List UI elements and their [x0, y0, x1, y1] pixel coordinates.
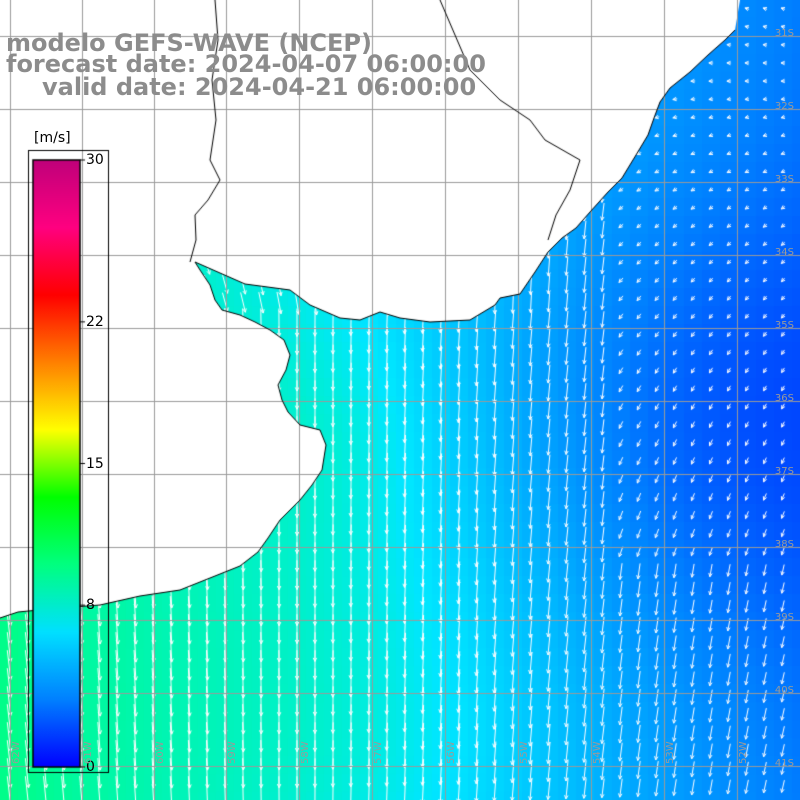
lat-label: 41S: [774, 758, 794, 769]
lon-label: 55W: [519, 741, 530, 764]
lon-label: 61W: [83, 741, 94, 764]
colorbar-tick-label: 22: [86, 313, 104, 330]
valid-date: valid date: 2024-04-21 06:00:00: [42, 73, 477, 101]
lon-label: 52W: [738, 741, 749, 764]
lon-label: 60W: [155, 741, 166, 764]
colorbar-units: [m/s]: [34, 130, 71, 146]
lon-label: 53W: [665, 741, 676, 764]
lat-label: 33S: [774, 174, 794, 185]
lon-label: 54W: [592, 741, 603, 764]
lat-label: 37S: [774, 466, 794, 477]
colorbar-tick-label: 8: [86, 597, 95, 614]
forecast-date: forecast date: 2024-04-07 06:00:00: [6, 50, 486, 78]
lon-label: 62W: [11, 741, 22, 764]
lat-label: 32S: [774, 101, 794, 112]
model-title: modelo GEFS-WAVE (NCEP): [6, 29, 372, 57]
lon-label: 58W: [300, 741, 311, 764]
lat-label: 31S: [774, 28, 794, 39]
lon-label: 59W: [227, 741, 238, 764]
lat-label: 36S: [774, 393, 794, 404]
lat-label: 34S: [774, 247, 794, 258]
lat-label: 39S: [774, 612, 794, 623]
colorbar-tick-label: 0: [86, 759, 95, 775]
lon-label: 56W: [446, 741, 457, 764]
colorbar-tick-label: 15: [86, 455, 104, 472]
lat-label: 35S: [774, 320, 794, 331]
lat-label: 38S: [774, 539, 794, 550]
lon-label: 57W: [373, 741, 384, 764]
colorbar-tick-label: 30: [86, 152, 104, 168]
lat-label: 40S: [774, 685, 794, 696]
